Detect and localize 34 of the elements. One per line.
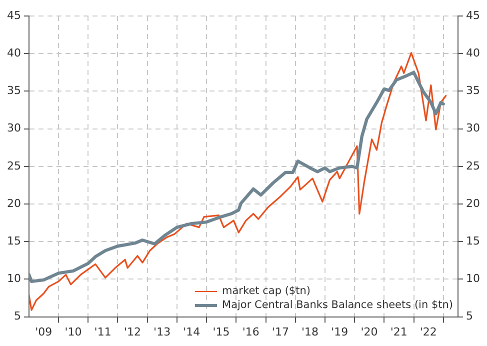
- y-tick-label: 45: [6, 8, 21, 22]
- y-tick-label: 40: [6, 46, 21, 60]
- x-tick-label: '15: [212, 325, 230, 338]
- x-tick-label: '13: [154, 325, 171, 338]
- x-tick-label: '11: [94, 325, 112, 338]
- y2-tick-label: 20: [466, 196, 480, 210]
- y2-tick-label: 35: [466, 84, 480, 98]
- x-tick-label: '20: [360, 325, 378, 338]
- y2-tick-label: 40: [466, 46, 480, 60]
- y2-tick-label: 5: [466, 310, 474, 323]
- y-tick-label: 30: [6, 122, 21, 135]
- x-tick-label: '10: [64, 325, 82, 338]
- y-tick-label: 10: [6, 272, 21, 286]
- y2-tick-label: 10: [466, 272, 480, 286]
- y-tick-label: 25: [6, 159, 21, 172]
- legend-label: Major Central Banks Balance sheets (in $tn): [222, 298, 453, 312]
- x-tick-label: '16: [242, 325, 260, 338]
- x-tick-label: '22: [420, 325, 437, 338]
- legend-label: market cap ($tn): [222, 284, 310, 298]
- x-tick-label: '19: [331, 325, 348, 338]
- y2-tick-label: 45: [466, 8, 480, 22]
- x-tick-label: '18: [302, 325, 319, 338]
- y2-tick-label: 15: [466, 234, 480, 248]
- x-tick-label: '14: [183, 325, 200, 338]
- y-tick-label: 35: [6, 84, 21, 98]
- y2-tick-label: 30: [466, 122, 480, 135]
- y-tick-label: 20: [6, 196, 21, 210]
- x-tick-label: '21: [390, 325, 408, 338]
- x-tick-label: '09: [35, 325, 52, 338]
- x-tick-label: '17: [272, 325, 289, 338]
- y2-tick-label: 25: [466, 159, 480, 172]
- y-tick-label: 5: [14, 310, 21, 323]
- y-tick-label: 15: [6, 234, 21, 248]
- x-tick-label: '12: [124, 325, 141, 338]
